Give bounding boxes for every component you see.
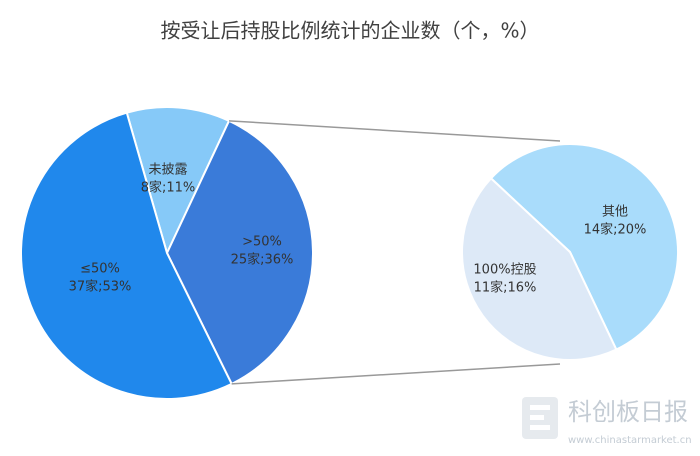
slice-label: 未披露	[148, 163, 187, 178]
slice-label: 其他	[602, 205, 628, 220]
slice-label: >50%	[242, 235, 282, 250]
slice-value-label: 8家;11%	[141, 180, 196, 196]
watermark-url: www.chinastarmarket.cn	[568, 435, 692, 446]
pie-slice	[125, 106, 231, 256]
slice-value-label: 11家;16%	[474, 280, 537, 296]
sub-pie-slice	[461, 176, 618, 361]
slice-value-label: 37家;53%	[69, 279, 132, 295]
connector-line	[231, 363, 561, 385]
watermark-icon	[522, 397, 558, 439]
pie-slice	[165, 119, 314, 386]
connector-line	[228, 120, 561, 142]
chart-title: 按受让后持股比例统计的企业数（个，%）	[160, 19, 539, 43]
slice-label: ≤50%	[80, 262, 120, 277]
watermark-name: 科创板日报	[568, 398, 688, 426]
slice-value-label: 14家;20%	[584, 222, 647, 238]
sub-pie-slice	[489, 143, 679, 351]
slice-value-label: 25家;36%	[231, 252, 294, 268]
pie-slice	[20, 111, 233, 400]
slice-label: 100%控股	[473, 263, 536, 278]
